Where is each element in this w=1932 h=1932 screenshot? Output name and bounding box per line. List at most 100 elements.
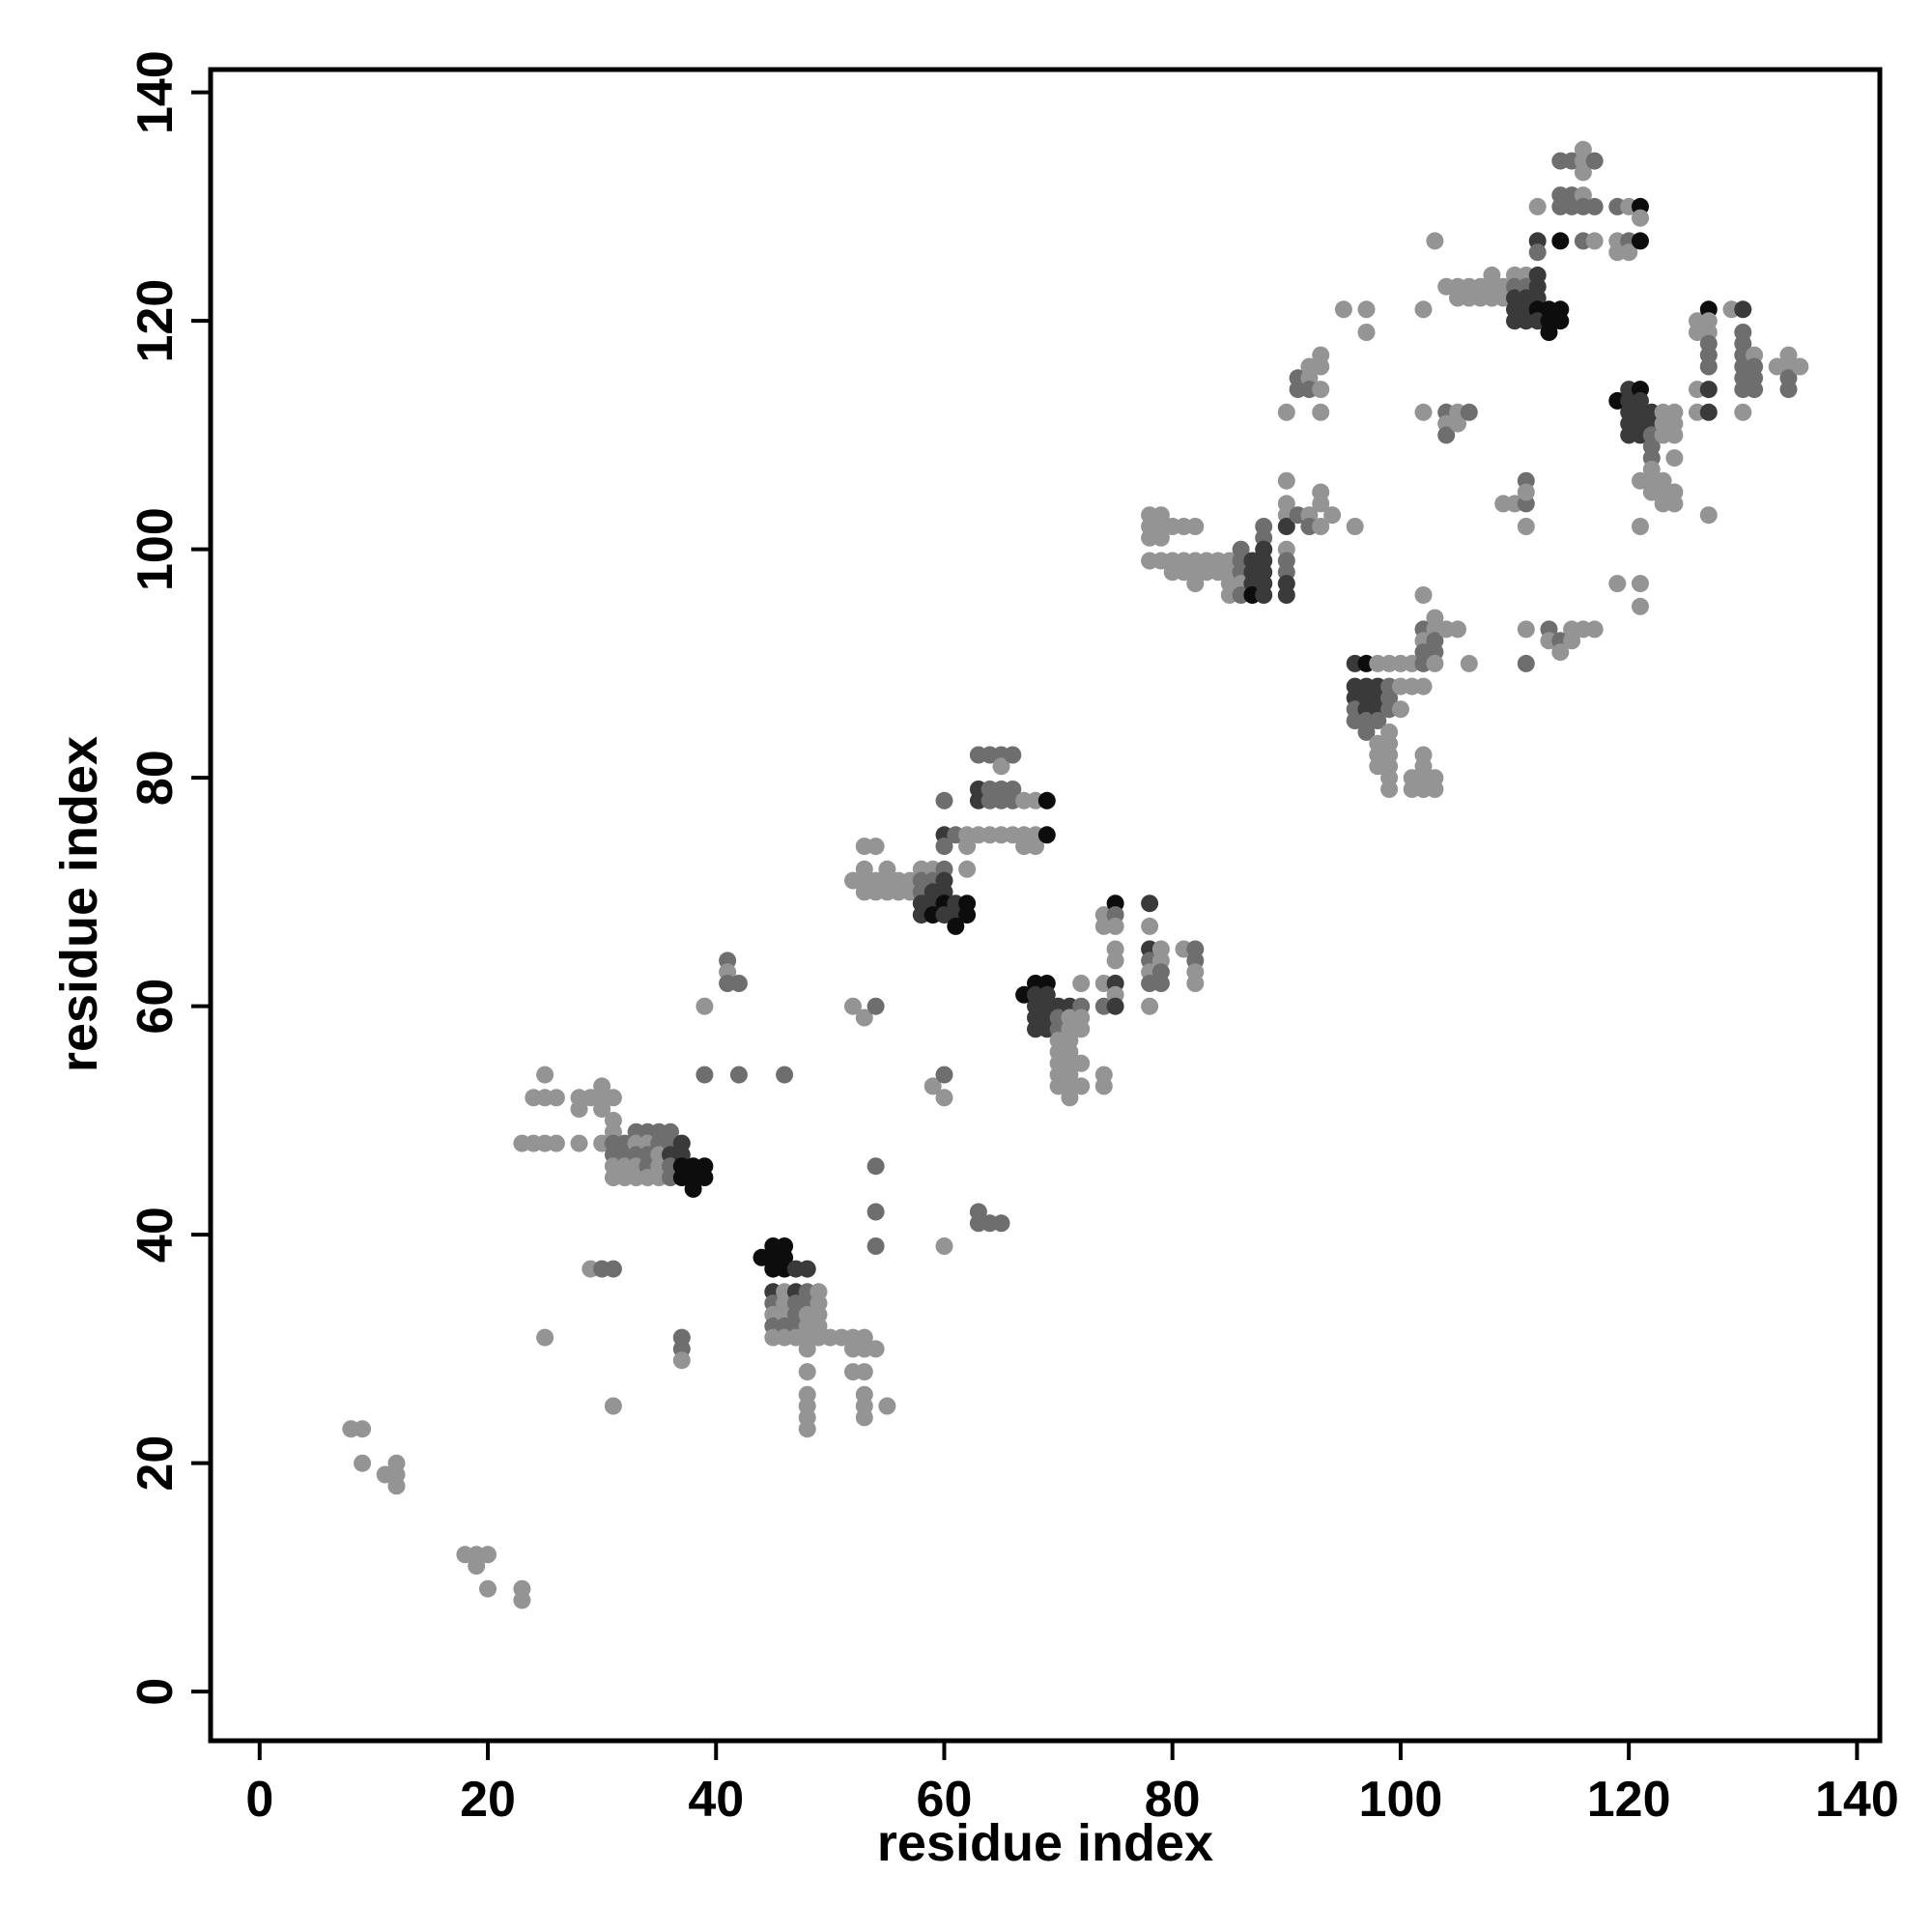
data-point [1277, 518, 1295, 535]
data-point [1746, 381, 1764, 399]
data-point [1426, 654, 1444, 672]
x-tick-label: 140 [1815, 1772, 1899, 1828]
data-point [1414, 403, 1433, 421]
x-axis-title: residue index [877, 1814, 1213, 1872]
data-point [604, 1397, 622, 1415]
data-point [1357, 300, 1376, 319]
data-point [1551, 312, 1570, 330]
data-point [729, 1065, 748, 1084]
data-point [1391, 700, 1409, 719]
x-axis: 0 20 40 60 80 100 120 140 [245, 1741, 1899, 1828]
data-point [867, 997, 885, 1015]
data-point [684, 1179, 702, 1198]
data-point [1620, 243, 1638, 262]
data-point [1517, 518, 1535, 535]
data-point [867, 1157, 885, 1176]
data-point [604, 1260, 622, 1278]
data-point [1141, 917, 1159, 935]
y-tick-label: 100 [128, 507, 184, 591]
data-point [468, 1557, 486, 1576]
data-point [776, 1065, 794, 1084]
data-point [1632, 597, 1649, 615]
data-point [867, 1237, 885, 1255]
data-point [604, 1089, 622, 1107]
data-point [1699, 403, 1718, 421]
y-tick-label: 80 [128, 750, 184, 806]
data-points [342, 140, 1809, 1609]
data-point [1460, 654, 1478, 672]
data-point [1312, 518, 1330, 535]
x-tick-label: 100 [1359, 1772, 1443, 1828]
x-tick-label: 40 [688, 1772, 744, 1828]
data-point [1563, 632, 1581, 650]
data-point [1141, 895, 1159, 913]
data-point [570, 1134, 588, 1152]
data-point [798, 1420, 816, 1438]
data-point [878, 1397, 896, 1415]
data-point [1699, 381, 1718, 399]
data-point [1699, 506, 1718, 525]
data-point [958, 860, 977, 878]
data-point [935, 1237, 953, 1255]
data-point [992, 757, 1010, 776]
data-point [1585, 197, 1604, 215]
data-point [1346, 518, 1364, 535]
y-tick-label: 20 [128, 1435, 184, 1492]
data-point [1528, 243, 1547, 262]
data-point [1449, 414, 1466, 433]
data-point [867, 838, 885, 856]
data-point [798, 1363, 816, 1381]
data-point [992, 1214, 1010, 1233]
data-point [1106, 917, 1124, 935]
data-point [867, 1203, 885, 1221]
data-point [1072, 975, 1091, 992]
data-point [867, 1340, 885, 1358]
data-point [1141, 997, 1159, 1015]
data-point [1426, 232, 1444, 250]
data-point [1277, 586, 1295, 604]
data-point [1665, 426, 1684, 444]
data-point [1151, 528, 1170, 547]
y-axis-title: residue index [50, 736, 108, 1072]
data-point [1151, 975, 1170, 992]
data-point [1312, 381, 1330, 399]
data-point [1186, 575, 1205, 593]
data-point [1312, 495, 1330, 513]
data-point [1517, 483, 1535, 501]
y-tick-label: 60 [128, 979, 184, 1035]
data-point [1414, 586, 1433, 604]
data-point [387, 1477, 406, 1495]
data-point [354, 1454, 372, 1472]
data-point [672, 1351, 691, 1370]
data-point [1037, 791, 1056, 810]
data-point [855, 1408, 873, 1427]
y-axis: 0 20 40 60 80 100 120 140 [128, 50, 211, 1706]
plot-frame [208, 67, 1883, 1744]
data-point [1072, 1020, 1091, 1038]
x-tick-label: 120 [1587, 1772, 1671, 1828]
data-point [1277, 471, 1295, 490]
data-point [547, 1089, 565, 1107]
data-point [1072, 1054, 1091, 1072]
data-point [1517, 654, 1535, 672]
data-point [1312, 403, 1330, 421]
data-point [1186, 975, 1205, 992]
data-point [935, 838, 953, 856]
data-point [855, 1328, 873, 1347]
data-point [1437, 426, 1456, 444]
data-point [855, 1363, 873, 1381]
data-point [547, 1134, 565, 1152]
data-point [798, 1260, 816, 1278]
data-point [1734, 403, 1752, 421]
data-point [1357, 324, 1376, 341]
data-point [1414, 300, 1433, 319]
data-point [1449, 620, 1466, 639]
data-point [1632, 232, 1649, 250]
data-point [1369, 712, 1387, 729]
data-point [855, 1009, 873, 1027]
data-point [593, 1100, 611, 1119]
data-point [958, 906, 977, 924]
data-point [1414, 677, 1433, 696]
